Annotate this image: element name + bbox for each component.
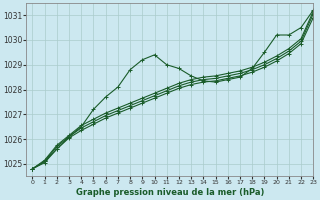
X-axis label: Graphe pression niveau de la mer (hPa): Graphe pression niveau de la mer (hPa) [76, 188, 264, 197]
